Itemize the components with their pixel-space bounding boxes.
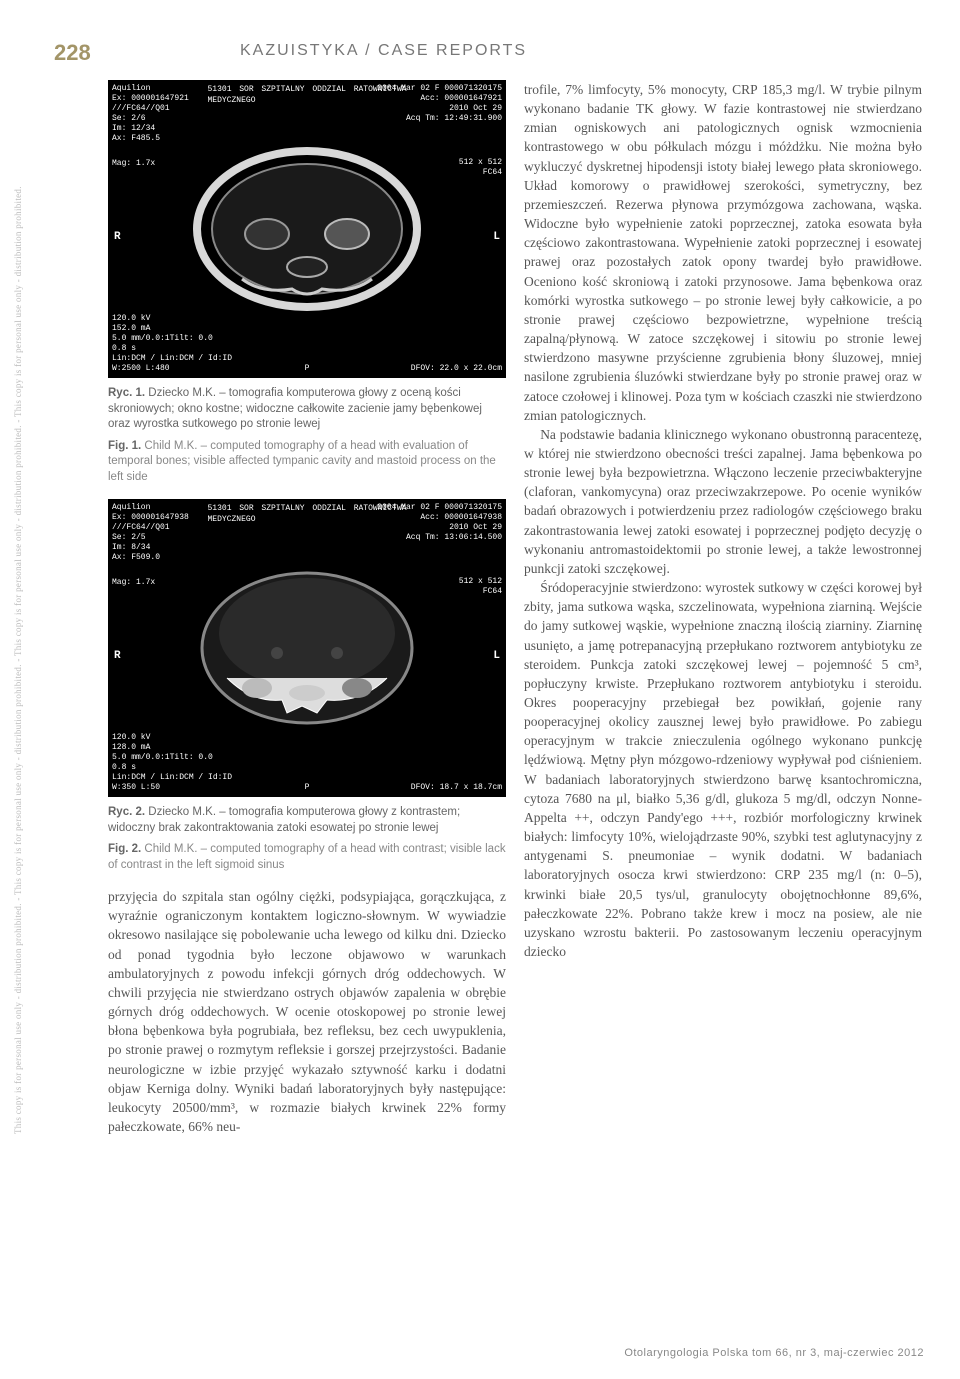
ct-overlay-bot-left: 120.0 kV152.0 mA5.0 mm/0.0:1Tilt: 0.00.8… xyxy=(112,314,232,374)
section-title: KAZUISTYKA / CASE REPORTS xyxy=(240,42,527,60)
side-watermark: This copy is for personal use only - dis… xyxy=(6,0,30,1320)
ct-overlay-top-right: 2004 Mar 02 F 000071320175Acc: 000001647… xyxy=(377,84,502,124)
ct-marker-R: R xyxy=(114,649,121,665)
ct-scan-image-1 xyxy=(182,139,432,319)
left-column: AquilionEx: 000001647921///FC64//Q01Se: … xyxy=(108,80,506,1136)
footer-citation: Otolaryngologia Polska tom 66, nr 3, maj… xyxy=(624,1347,924,1359)
ct-marker-L: L xyxy=(493,230,500,246)
ct-overlay-mag: Mag: 1.7x xyxy=(112,158,155,169)
ct-overlay-mid-right: 512 x 512FC64 xyxy=(459,158,502,178)
ct-overlay-mid-right: 512 x 512FC64 xyxy=(459,577,502,597)
figure-2-caption-en: Fig. 2. Child M.K. – computed tomography… xyxy=(108,842,506,873)
figure-2-caption-pl: Ryc. 2. Dziecko M.K. – tomografia komput… xyxy=(108,805,506,836)
ct-overlay-top-left: AquilionEx: 000001647921///FC64//Q01Se: … xyxy=(112,84,189,144)
ct-overlay-bot-center: P xyxy=(305,782,310,793)
ct-overlay-top-left: AquilionEx: 000001647938///FC64//Q01Se: … xyxy=(112,503,189,563)
ct-marker-L: L xyxy=(493,649,500,665)
ct-overlay-bot-left: 120.0 kV128.0 mA5.0 mm/0.0:1Tilt: 0.00.8… xyxy=(112,733,232,793)
page-number: 228 xyxy=(54,40,91,66)
figure-1-caption-en: Fig. 1. Child M.K. – computed tomography… xyxy=(108,439,506,486)
figure-1-caption-pl: Ryc. 1. Dziecko M.K. – tomografia komput… xyxy=(108,386,506,433)
ct-scan-image-2 xyxy=(182,558,432,738)
ct-overlay-bot-right: DFOV: 22.0 x 22.0cm xyxy=(411,363,502,374)
figure-2-ct-scan: AquilionEx: 000001647938///FC64//Q01Se: … xyxy=(108,499,506,797)
ct-overlay-bot-right: DFOV: 18.7 x 18.7cm xyxy=(411,782,502,793)
figure-1-ct-scan: AquilionEx: 000001647921///FC64//Q01Se: … xyxy=(108,80,506,378)
right-column-p2: Na podstawie badania klinicznego wykonan… xyxy=(524,425,922,578)
content-area: AquilionEx: 000001647921///FC64//Q01Se: … xyxy=(108,80,928,1136)
ct-overlay-mag: Mag: 1.7x xyxy=(112,577,155,588)
left-column-text: przyjęcia do szpitala stan ogólny ciężki… xyxy=(108,887,506,1136)
right-column-p1: trofile, 7% limfocyty, 5% monocyty, CRP … xyxy=(524,80,922,425)
right-column-p3: Śródoperacyjnie stwierdzono: wyrostek su… xyxy=(524,578,922,961)
ct-marker-R: R xyxy=(114,230,121,246)
right-column: trofile, 7% limfocyty, 5% monocyty, CRP … xyxy=(524,80,922,1136)
ct-overlay-top-right: 2004 Mar 02 F 000071320175Acc: 000001647… xyxy=(377,503,502,543)
ct-overlay-bot-center: P xyxy=(305,363,310,374)
